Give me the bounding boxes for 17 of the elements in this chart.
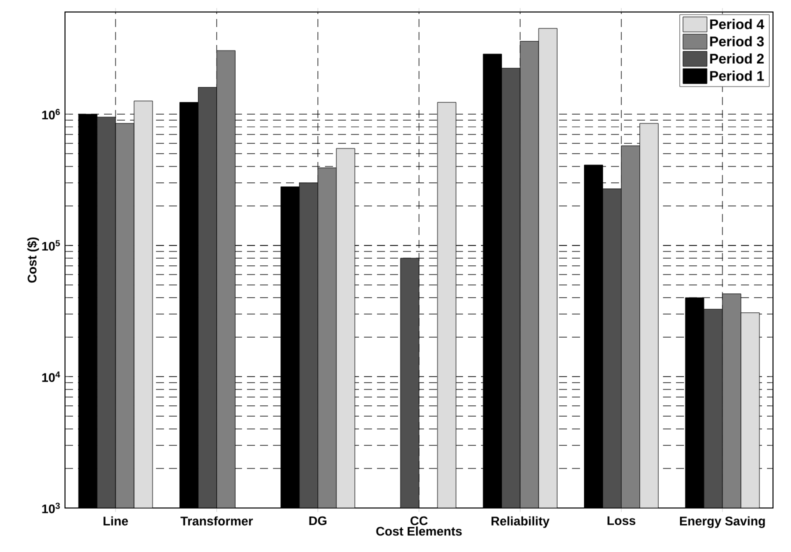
- y-tick-label: 10$^{4}$: [42, 371, 60, 382]
- y-tick-label: 10$^{6}$: [42, 108, 60, 120]
- x-tick-label: Reliability: [492, 516, 550, 528]
- legend-label: Period 4: [710, 18, 764, 30]
- y-axis-title: Cost ($): [27, 237, 39, 283]
- y-tick-label: 10$^{3}$: [42, 502, 60, 514]
- legend-label: Period 1: [710, 70, 764, 81]
- x-tick-label: DG: [309, 516, 326, 526]
- x-axis-title: Cost Elements: [376, 526, 462, 536]
- legend-label: Period 2: [710, 53, 764, 64]
- x-tick-label: Line: [104, 516, 128, 526]
- x-tick-label: Loss: [608, 516, 636, 526]
- y-tick-label: 10$^{5}$: [42, 240, 60, 251]
- legend-label: Period 3: [710, 36, 764, 46]
- x-tick-label: Energy Saving: [680, 516, 765, 528]
- x-tick-label: CC: [410, 516, 428, 526]
- x-tick-label: Transformer: [180, 516, 253, 526]
